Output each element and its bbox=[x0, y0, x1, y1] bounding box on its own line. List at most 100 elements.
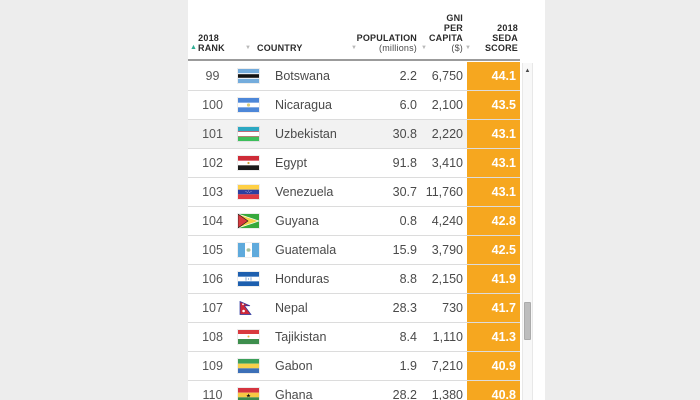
country-cell: Tajikistan bbox=[275, 330, 327, 344]
gni-cell: 1,380 bbox=[431, 388, 463, 400]
seda-score-cell: 40.8 bbox=[467, 381, 520, 400]
country-cell: Guatemala bbox=[275, 243, 337, 257]
seda-score-cell: 43.5 bbox=[467, 91, 520, 119]
flag-ghana-icon bbox=[237, 381, 267, 400]
ranking-table-panel: ▲ 2018 RANK ▼ COUNTRY ▼ POPULATION (millio… bbox=[188, 0, 545, 400]
seda-score-cell: 43.1 bbox=[467, 120, 520, 148]
table-row-rank-105[interactable]: 105 Guatemala 15.9 3,790 42.5 bbox=[188, 235, 520, 264]
rank-cell: 103 bbox=[202, 185, 223, 199]
seda-score-cell: 43.1 bbox=[467, 149, 520, 177]
population-cell: 30.8 bbox=[392, 127, 417, 141]
seda-score-cell: 41.3 bbox=[467, 323, 520, 351]
rank-cell: 101 bbox=[202, 127, 223, 141]
sort-country-icon[interactable]: ▼ bbox=[245, 45, 251, 51]
seda-score-cell: 42.5 bbox=[467, 236, 520, 264]
rank-cell: 109 bbox=[202, 359, 223, 373]
population-cell: 30.7 bbox=[392, 185, 417, 199]
sort-gni-icon[interactable]: ▼ bbox=[421, 45, 427, 51]
sort-population-icon[interactable]: ▼ bbox=[351, 45, 357, 51]
rank-cell: 102 bbox=[202, 156, 223, 170]
country-cell: Uzbekistan bbox=[275, 127, 337, 141]
flag-uzbekistan-icon bbox=[237, 120, 267, 148]
rank-cell: 104 bbox=[202, 214, 223, 228]
country-cell: Nepal bbox=[275, 301, 308, 315]
seda-score-cell: 44.1 bbox=[467, 62, 520, 90]
population-cell: 1.9 bbox=[399, 359, 417, 373]
population-cell: 28.3 bbox=[392, 301, 417, 315]
column-header-seda-score[interactable]: 2018 SEDA SCORE bbox=[484, 23, 518, 53]
rank-cell: 108 bbox=[202, 330, 223, 344]
flag-gabon-icon bbox=[237, 352, 267, 380]
column-header-population[interactable]: POPULATION (millions) bbox=[356, 33, 417, 53]
rank-cell: 110 bbox=[202, 388, 223, 400]
table-row-rank-110[interactable]: 110 Ghana 28.2 1,380 40.8 bbox=[188, 380, 520, 400]
flag-guatemala-icon bbox=[237, 236, 267, 264]
seda-score-cell: 41.9 bbox=[467, 265, 520, 293]
rank-cell: 99 bbox=[205, 69, 220, 83]
country-cell: Egypt bbox=[275, 156, 307, 170]
flag-venezuela-icon bbox=[237, 178, 267, 206]
flag-guyana-icon bbox=[237, 207, 267, 235]
country-cell: Honduras bbox=[275, 272, 330, 286]
table-header: ▲ 2018 RANK ▼ COUNTRY ▼ POPULATION (millio… bbox=[188, 0, 520, 61]
gni-cell: 1,110 bbox=[432, 330, 463, 344]
population-cell: 2.2 bbox=[399, 69, 417, 83]
column-header-gni-per-capita[interactable]: GNI PER CAPITA ($) bbox=[428, 13, 463, 53]
sort-seda-icon[interactable]: ▼ bbox=[465, 45, 471, 51]
population-cell: 8.8 bbox=[399, 272, 417, 286]
table-row-rank-107[interactable]: 107 Nepal 28.3 730 41.7 bbox=[188, 293, 520, 322]
table-body: 99 Botswana 2.2 6,750 44.1 100 Nicaragua 6.0 2,1… bbox=[188, 61, 520, 400]
country-cell: Nicaragua bbox=[275, 98, 332, 112]
table-row-rank-108[interactable]: 108 Tajikistan 8.4 1,110 41.3 bbox=[188, 322, 520, 351]
table-row-rank-100[interactable]: 100 Nicaragua 6.0 2,100 43.5 bbox=[188, 90, 520, 119]
vertical-scrollbar[interactable]: ▲ bbox=[522, 63, 533, 400]
table-row-rank-101[interactable]: 101 Uzbekistan 30.8 2,220 43.1 bbox=[188, 119, 520, 148]
gni-cell: 2,100 bbox=[431, 98, 463, 112]
flag-tajikistan-icon bbox=[237, 323, 267, 351]
flag-nicaragua-icon bbox=[237, 91, 267, 119]
table-row-rank-103[interactable]: 103 Venezuela 30.7 11,760 43.1 bbox=[188, 177, 520, 206]
population-cell: 8.4 bbox=[399, 330, 417, 344]
gni-cell: 730 bbox=[442, 301, 463, 315]
table-row-rank-99[interactable]: 99 Botswana 2.2 6,750 44.1 bbox=[188, 61, 520, 90]
sort-ascending-icon[interactable]: ▲ bbox=[190, 44, 197, 51]
country-cell: Gabon bbox=[275, 359, 313, 373]
flag-egypt-icon bbox=[237, 149, 267, 177]
table-row-rank-104[interactable]: 104 Guyana 0.8 4,240 42.8 bbox=[188, 206, 520, 235]
gni-cell: 3,790 bbox=[431, 243, 463, 257]
table-row-rank-106[interactable]: 106 Honduras 8.8 2,150 41.9 bbox=[188, 264, 520, 293]
flag-nepal-icon bbox=[237, 294, 267, 322]
population-cell: 15.9 bbox=[392, 243, 417, 257]
flag-botswana-icon bbox=[237, 62, 267, 90]
seda-score-cell: 43.1 bbox=[467, 178, 520, 206]
scrollbar-up-arrow-icon[interactable]: ▲ bbox=[524, 68, 531, 74]
column-header-country[interactable]: COUNTRY bbox=[257, 43, 303, 53]
gni-cell: 6,750 bbox=[431, 69, 463, 83]
country-cell: Venezuela bbox=[275, 185, 334, 199]
gni-cell: 2,150 bbox=[431, 272, 463, 286]
population-cell: 0.8 bbox=[399, 214, 417, 228]
gni-cell: 2,220 bbox=[431, 127, 463, 141]
country-cell: Ghana bbox=[275, 388, 313, 400]
rank-cell: 100 bbox=[202, 98, 223, 112]
table-row-rank-102[interactable]: 102 Egypt 91.8 3,410 43.1 bbox=[188, 148, 520, 177]
seda-score-cell: 41.7 bbox=[467, 294, 520, 322]
rank-cell: 107 bbox=[202, 301, 223, 315]
scrollbar-thumb[interactable] bbox=[524, 302, 531, 340]
country-cell: Botswana bbox=[275, 69, 330, 83]
seda-score-cell: 42.8 bbox=[467, 207, 520, 235]
seda-score-cell: 40.9 bbox=[467, 352, 520, 380]
population-cell: 28.2 bbox=[392, 388, 417, 400]
gni-cell: 4,240 bbox=[431, 214, 463, 228]
gni-cell: 11,760 bbox=[425, 185, 463, 199]
flag-honduras-icon bbox=[237, 265, 267, 293]
population-cell: 91.8 bbox=[392, 156, 417, 170]
column-header-rank[interactable]: 2018 RANK bbox=[198, 33, 225, 53]
gni-cell: 7,210 bbox=[431, 359, 463, 373]
gni-cell: 3,410 bbox=[431, 156, 463, 170]
table-row-rank-109[interactable]: 109 Gabon 1.9 7,210 40.9 bbox=[188, 351, 520, 380]
country-cell: Guyana bbox=[275, 214, 319, 228]
rank-cell: 106 bbox=[202, 272, 223, 286]
rank-cell: 105 bbox=[202, 243, 223, 257]
population-cell: 6.0 bbox=[399, 98, 417, 112]
